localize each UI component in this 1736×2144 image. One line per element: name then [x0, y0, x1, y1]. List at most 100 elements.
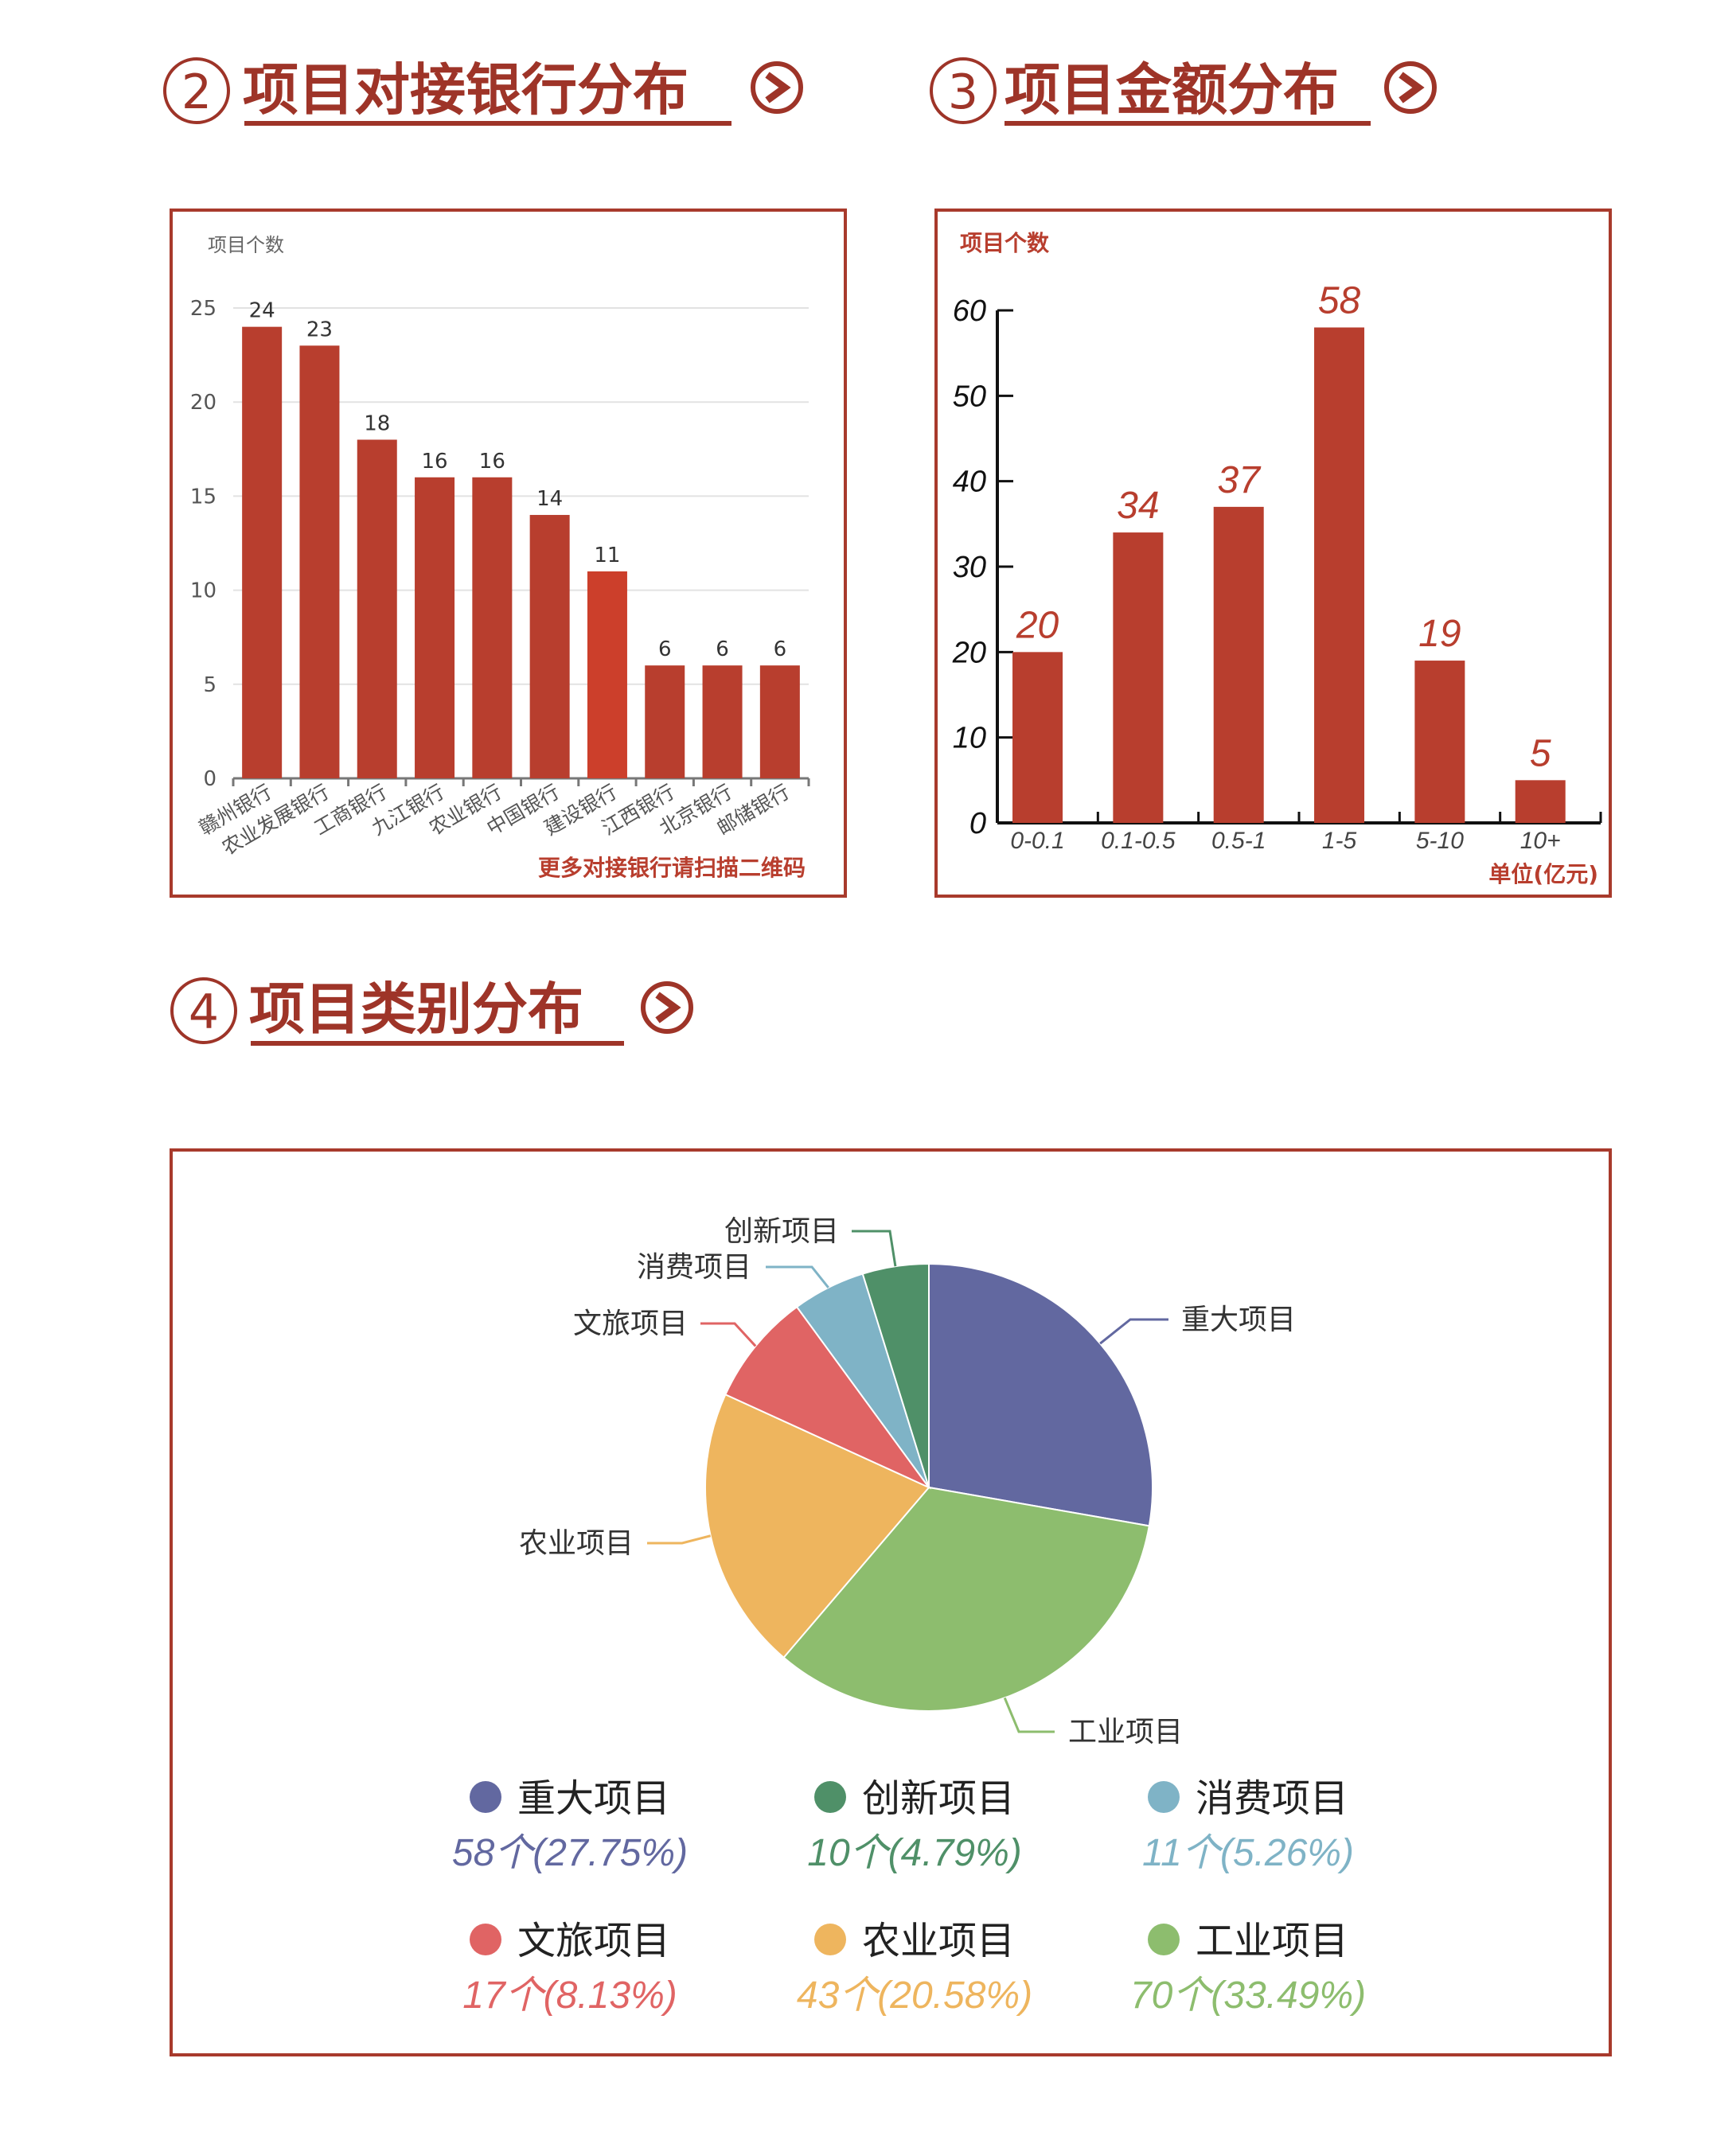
bar [415, 477, 455, 778]
bar [1213, 506, 1264, 823]
bar [472, 477, 513, 778]
bar [702, 665, 743, 778]
legend-label: 文旅项目 [517, 1919, 670, 1963]
section-title: 项目类别分布 [249, 976, 583, 1042]
bar-value-label: 23 [306, 318, 333, 341]
bar-value-label: 6 [774, 637, 787, 661]
leader-line [647, 1534, 712, 1545]
amount-chart-frame [934, 209, 1612, 898]
bar-value-label: 19 [1418, 613, 1461, 655]
bar-value-label: 34 [1117, 485, 1159, 527]
pie-slice[interactable] [782, 1486, 1150, 1712]
slice-label: 创新项目 [724, 1215, 839, 1248]
x-tick-label: 0-0.1 [1010, 828, 1064, 854]
legend-value: 10个(4.79%) [807, 1832, 1021, 1874]
slice-label: 农业项目 [519, 1527, 634, 1560]
legend-label: 工业项目 [1196, 1919, 1348, 1963]
pie-slice[interactable] [724, 1305, 932, 1490]
legend-dot-icon [470, 1781, 501, 1813]
legend-item[interactable]: 重大项目 58个(27.75%) [452, 1776, 688, 1874]
bar-value-label: 58 [1318, 279, 1361, 322]
bar-value-label: 11 [594, 544, 620, 567]
y-tick-label: 40 [953, 466, 986, 499]
legend-dot-icon [1148, 1924, 1180, 1955]
y-tick-label: 10 [190, 579, 217, 603]
slice-label: 重大项目 [1181, 1304, 1296, 1336]
title-underline [251, 1041, 624, 1046]
legend-label: 创新项目 [862, 1776, 1015, 1821]
circle-chevron-right-icon[interactable] [751, 61, 803, 114]
bar-value-label: 20 [1016, 604, 1059, 646]
bar [242, 326, 283, 778]
legend-label: 农业项目 [862, 1919, 1015, 1963]
bar-value-label: 37 [1218, 459, 1262, 501]
bar [645, 665, 685, 778]
legend-dot-icon [1148, 1781, 1180, 1813]
category-chart-frame [170, 1148, 1612, 2056]
y-tick-label: 25 [190, 297, 217, 321]
legend-item[interactable]: 农业项目 43个(20.58%) [797, 1919, 1032, 2017]
section-header-banks: 2 项目对接银行分布 [163, 57, 803, 126]
bar [299, 345, 340, 778]
leader-line [1099, 1318, 1168, 1345]
bar [1515, 780, 1566, 823]
legend-value: 58个(27.75%) [452, 1832, 688, 1874]
amount-chart: 0 10 20 30 40 50 60 20 0-0.1 34 0.1-0.5 37 0.5-1 58 1-… [952, 279, 1602, 854]
bar-value-label: 14 [536, 487, 563, 511]
legend-label: 重大项目 [517, 1776, 670, 1821]
x-tick-label: 0.5-1 [1211, 828, 1266, 854]
circled-number-icon [163, 57, 230, 124]
bar [1113, 532, 1164, 823]
bar [529, 515, 570, 778]
legend-value: 70个(33.49%) [1130, 1974, 1366, 2017]
amount-chart-xlabel: 单位(亿元) [1488, 861, 1598, 887]
bar-value-label: 6 [658, 637, 672, 661]
bank-chart-footnote: 更多对接银行请扫描二维码 [538, 855, 806, 881]
bar [587, 571, 627, 778]
y-tick-label: 60 [953, 294, 986, 328]
amount-chart-ylabel: 项目个数 [960, 230, 1050, 256]
bar-value-label: 6 [716, 637, 729, 661]
bar [357, 439, 397, 778]
x-tick-label: 1-5 [1322, 828, 1357, 854]
legend-item[interactable]: 工业项目 70个(33.49%) [1130, 1919, 1366, 2017]
bar-value-label: 16 [422, 450, 448, 474]
legend-value: 17个(8.13%) [462, 1974, 677, 2017]
circle-chevron-right-icon[interactable] [641, 981, 693, 1034]
x-tick-label: 5-10 [1416, 828, 1464, 854]
category-legend: 重大项目 58个(27.75%) 创新项目 10个(4.79%) 消费项目 11个(5.2… [452, 1776, 1366, 2017]
legend-item[interactable]: 消费项目 11个(5.26%) [1142, 1776, 1354, 1874]
pie-slice[interactable] [861, 1262, 930, 1488]
slice-label: 文旅项目 [573, 1308, 688, 1340]
x-tick-label: 10+ [1520, 828, 1561, 854]
leader-line [852, 1230, 897, 1267]
bar [1314, 327, 1365, 823]
section-number: 2 [181, 64, 212, 120]
legend-item[interactable]: 创新项目 10个(4.79%) [807, 1776, 1021, 1874]
y-tick-label: 20 [952, 636, 986, 669]
section-number: 4 [189, 984, 219, 1040]
legend-value: 43个(20.58%) [797, 1974, 1032, 2017]
legend-item[interactable]: 文旅项目 17个(8.13%) [462, 1919, 677, 2017]
legend-value: 11个(5.26%) [1142, 1832, 1354, 1874]
legend-dot-icon [814, 1924, 846, 1955]
bar-value-label: 18 [364, 411, 390, 435]
section-header-amounts: 3 项目金额分布 [930, 57, 1437, 126]
title-underline [244, 121, 731, 126]
bar [759, 665, 800, 778]
circle-chevron-right-icon[interactable] [1384, 61, 1437, 114]
bar [1012, 652, 1063, 823]
section-title: 项目对接银行分布 [243, 57, 689, 123]
bank-chart-frame [170, 209, 847, 898]
pie-slice[interactable] [704, 1393, 930, 1659]
y-tick-label: 10 [953, 722, 986, 755]
slice-label: 消费项目 [637, 1251, 751, 1284]
bank-chart-ylabel: 项目个数 [208, 234, 284, 256]
legend-dot-icon [814, 1781, 846, 1813]
pie-slice[interactable] [928, 1262, 1153, 1527]
y-tick-label: 15 [190, 485, 217, 509]
section-header-categories: 4 项目类别分布 [170, 976, 693, 1046]
